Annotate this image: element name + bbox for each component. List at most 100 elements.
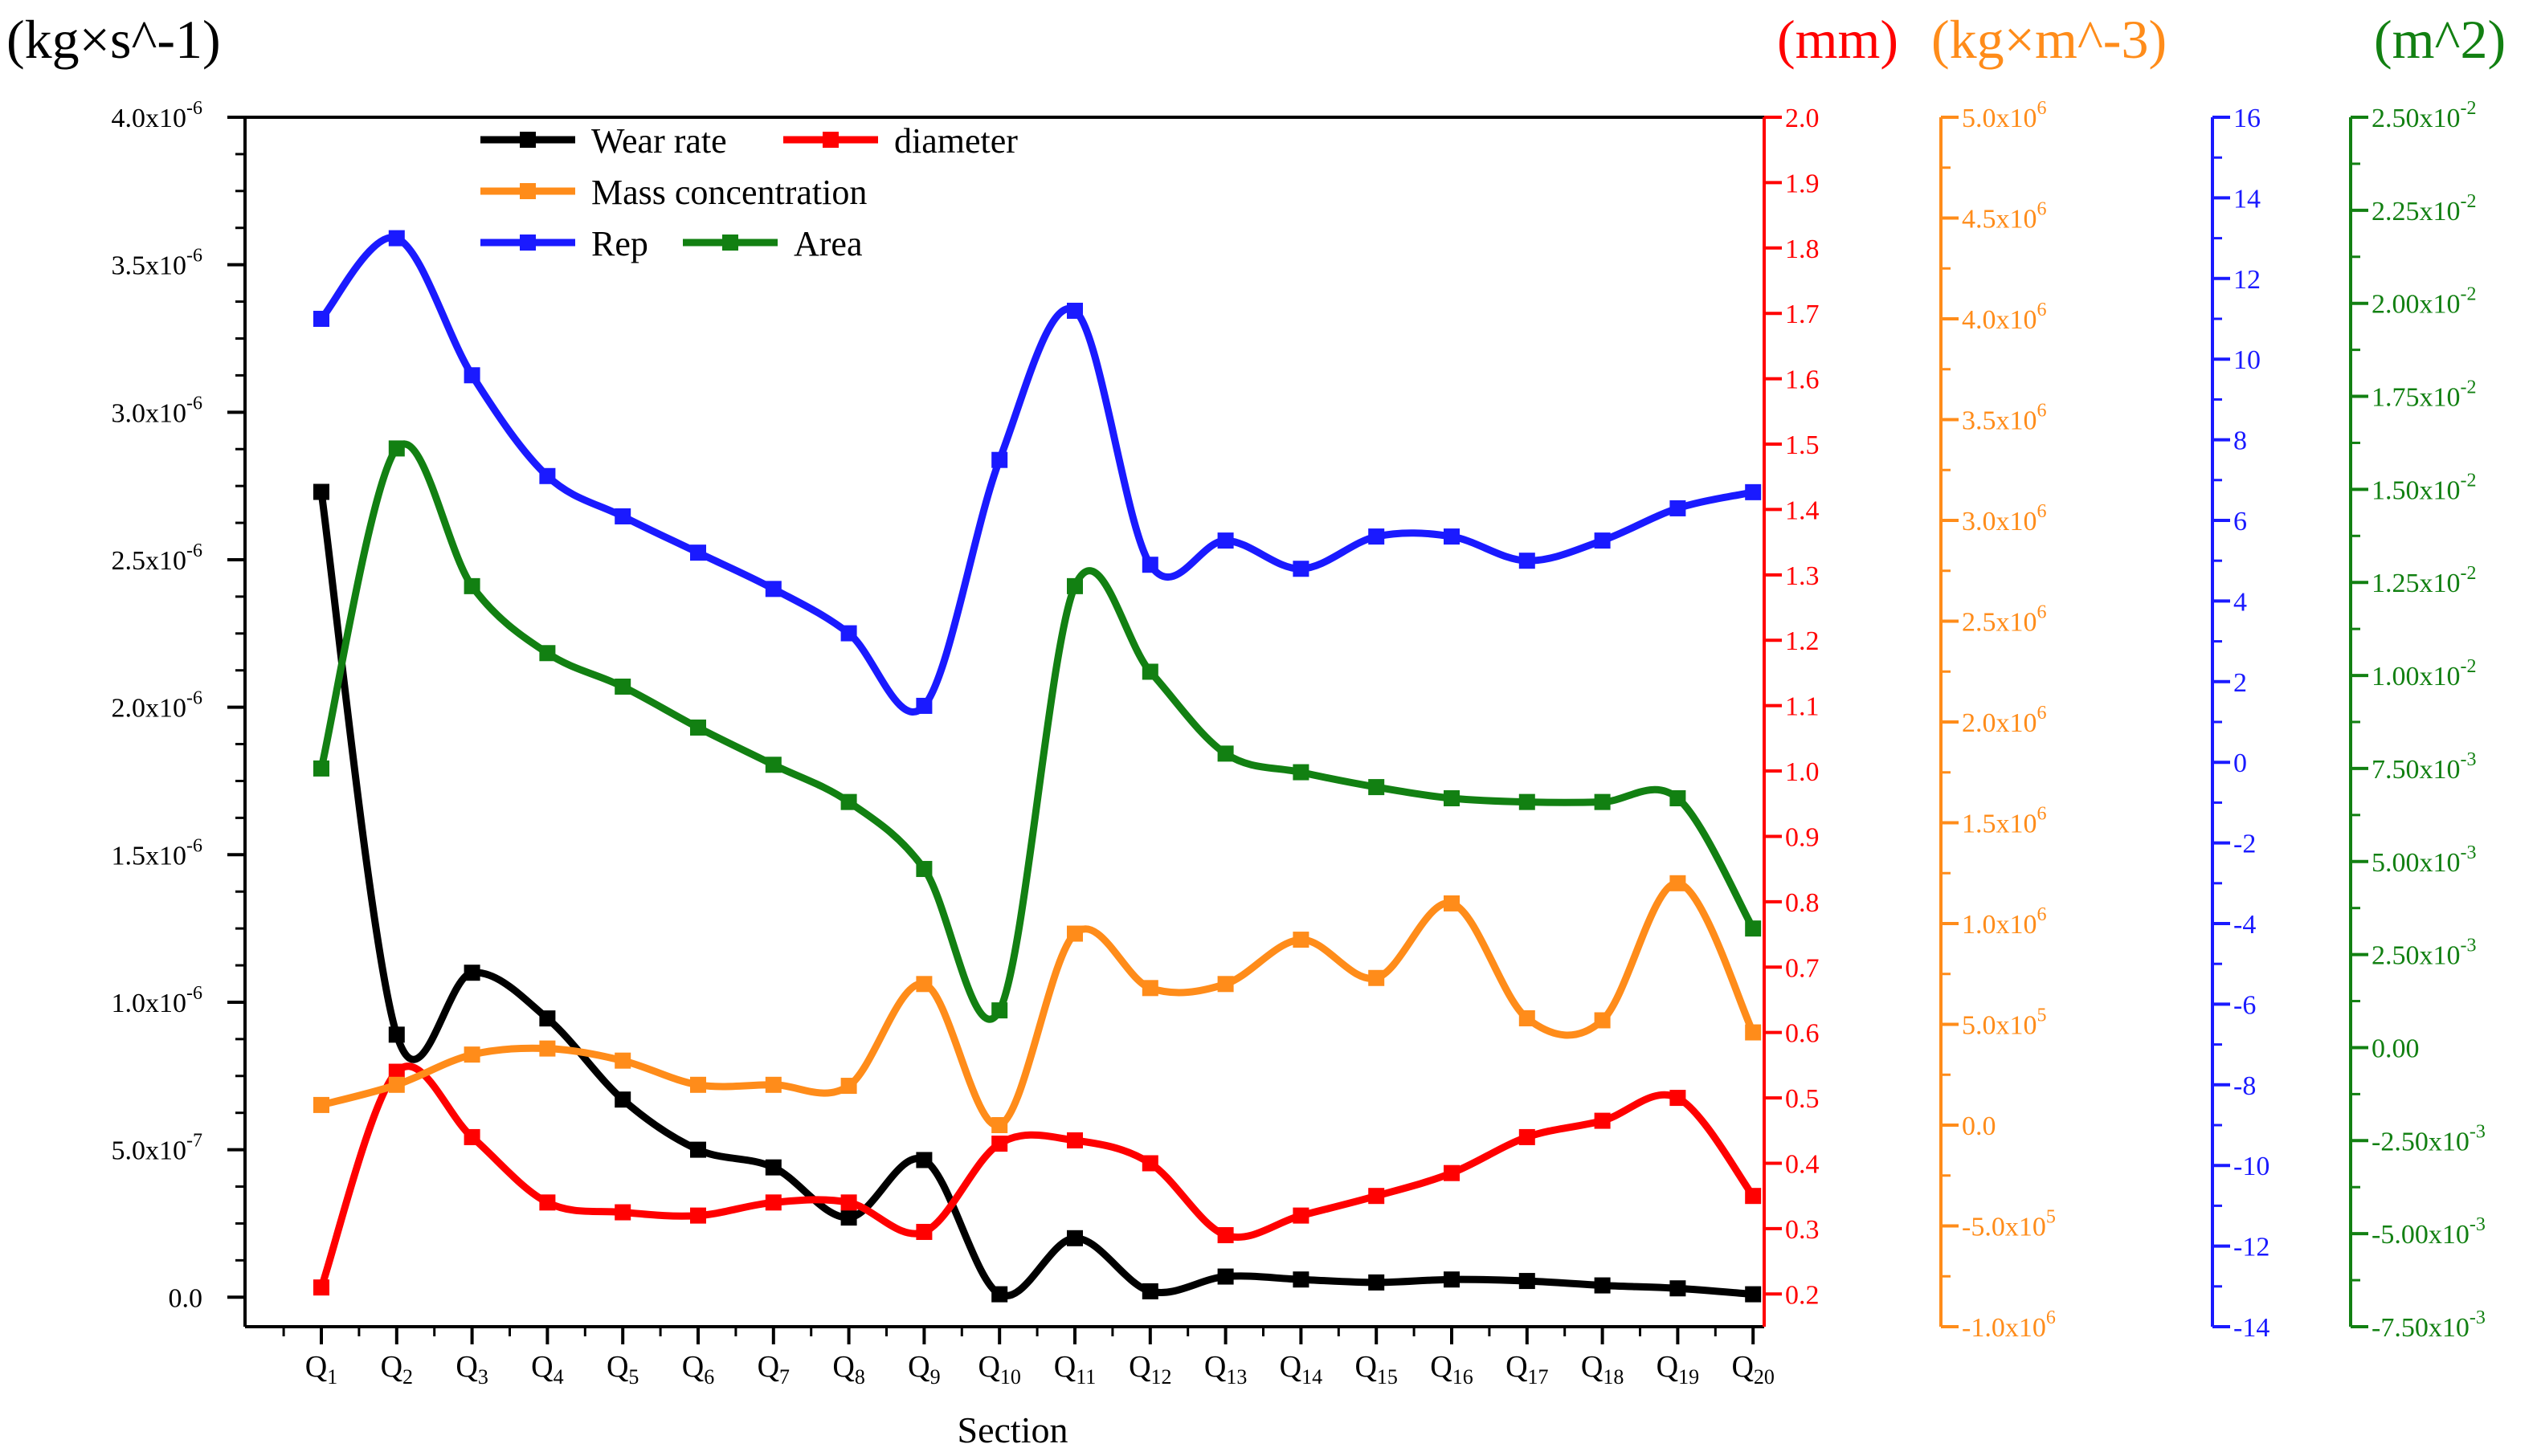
diameter-tick-label: 1.1 [1785,692,1820,722]
mass-concentration-point [1293,932,1309,948]
x-tick-label: Q14 [1280,1350,1322,1389]
legend-label: Mass concentration [591,173,867,212]
area-tick-label: 1.00x10-2 [2372,656,2477,691]
rep-tick-label: -14 [2233,1313,2269,1343]
mass-concentration-point [615,1052,631,1069]
wear-tick-label: 0.0 [169,1283,203,1313]
rep-line [317,234,1757,716]
diameter-tick-label: 0.8 [1785,888,1820,918]
mass-tick-label: 5.0x105 [1962,1005,2047,1041]
diameter-point [1745,1188,1762,1205]
series-curves [317,234,1757,1300]
wear-rate-point [765,1159,782,1176]
mass-tick-label: 1.5x106 [1962,804,2047,839]
wear-rate-point [388,1026,405,1043]
area-point [388,440,405,457]
area-point [1669,789,1686,806]
rep-point [615,508,631,524]
area-point [615,678,631,695]
area-tick-label: 7.50x10-3 [2372,749,2477,785]
x-tick-label: Q13 [1204,1350,1247,1389]
diameter-point [1669,1090,1686,1107]
area-tick-label: 5.00x10-3 [2372,842,2477,878]
diameter-tick-label: 1.8 [1785,235,1820,264]
diameter-tick-label: 0.3 [1785,1215,1820,1245]
wear-tick-label: 3.0x10-6 [112,393,203,428]
diameter-point [840,1194,857,1211]
diameter-point [1444,1164,1460,1181]
area-point [916,861,933,878]
wear-tick-label: 2.5x10-6 [112,540,203,576]
diameter-point [464,1128,480,1145]
x-tick-label: Q3 [456,1350,488,1389]
legend-item-diameter: diameter [783,121,1018,161]
rep-tick-label: -6 [2233,990,2256,1020]
wear-rate-point [615,1091,631,1108]
rep-tick-label: -12 [2233,1233,2269,1262]
wear-rate-point [1067,1230,1083,1246]
wear-rate-point [1217,1268,1234,1285]
diameter-tick-label: 1.5 [1785,430,1820,460]
area-tick-label: 2.25x10-2 [2372,191,2477,226]
wear-axis-unit: (kg×s^-1) [6,9,221,70]
rep-tick-label: -2 [2233,830,2256,859]
area-axis-unit: (m^2) [2374,9,2506,70]
mass-tick-label: 2.0x106 [1962,703,2047,738]
mass-tick-label: 1.0x106 [1962,904,2047,940]
wear-rate-point [1293,1271,1309,1288]
area-tick-label: -5.00x10-3 [2372,1214,2486,1250]
wear-tick-label: 1.0x10-6 [112,983,203,1018]
rep-point [1594,532,1611,549]
area-point [539,645,556,662]
legend-swatch-marker [722,235,738,251]
wear-rate-point [539,1010,556,1027]
diameter-tick-label: 1.2 [1785,626,1820,656]
x-tick-label: Q6 [682,1350,714,1389]
rep-point [1669,500,1686,516]
diameter-point [388,1063,405,1080]
mass-tick-label: 4.0x106 [1962,300,2047,335]
rep-point [313,311,329,327]
rep-tick-label: 16 [2233,104,2261,133]
wear-tick-label: 3.5x10-6 [112,246,203,281]
diameter-point [690,1207,706,1224]
mass-concentration-point [690,1076,706,1093]
diameter-tick-label: 1.3 [1785,561,1820,591]
wear-rate-point [1444,1271,1460,1288]
mass-concentration-point [1067,925,1083,942]
diameter-tick-label: 1.7 [1785,300,1820,329]
diameter-point [1067,1132,1083,1148]
diameter-point [1594,1112,1611,1129]
series-markers [313,230,1762,1303]
rep-point [1368,528,1385,545]
x-tick-label: Q7 [758,1350,790,1389]
wear-rate-point [1594,1277,1611,1294]
rep-point [690,544,706,561]
rep-tick-label: 14 [2233,184,2261,214]
wear-rate-point [840,1209,857,1226]
wear-rate-point [464,965,480,981]
legend-item-area: Area [683,224,863,263]
rep-point [464,367,480,384]
rep-tick-label: 4 [2233,587,2247,617]
wear-rate-point [991,1286,1008,1303]
area-tick-label: 2.50x10-3 [2372,936,2477,971]
wear-rate-point [916,1152,933,1168]
area-point [991,1002,1008,1019]
rep-tick-label: -8 [2233,1071,2256,1101]
x-tick-label: Q8 [832,1350,864,1389]
legend-label: diameter [894,121,1018,161]
rep-point [1293,561,1309,577]
mass-tick-label: 2.5x106 [1962,602,2047,638]
wear-axis: 0.0 5.0x10-7 1.0x10-6 1.5x10-6 2.0x10-6 2.5x1… [6,9,247,1327]
rep-point [1142,557,1158,573]
mass-axis-unit: (kg×m^-3) [1931,9,2167,70]
x-tick-label: Q19 [1657,1350,1699,1389]
wear-tick-label: 4.0x10-6 [112,98,203,133]
rep-point [1745,483,1762,500]
diameter-tick-label: 1.0 [1785,757,1820,787]
mass-tick-label: -5.0x105 [1962,1207,2056,1242]
rep-tick-label: 8 [2233,426,2247,456]
x-tick-label: Q1 [305,1350,337,1389]
mass-concentration-point [916,976,933,993]
